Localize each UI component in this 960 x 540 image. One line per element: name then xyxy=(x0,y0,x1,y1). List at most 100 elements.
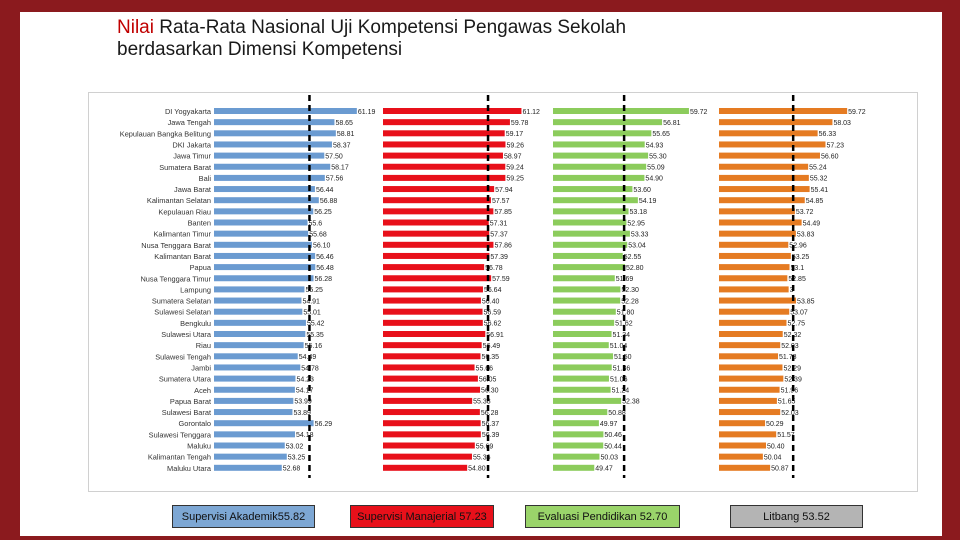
data-label: 58.65 xyxy=(335,120,353,127)
category-label: Banten xyxy=(188,219,211,228)
bar xyxy=(719,241,789,248)
data-label: 57.56 xyxy=(326,176,344,183)
data-label: 54.18 xyxy=(296,432,314,439)
data-label: 53.72 xyxy=(796,209,814,216)
data-label: 57.50 xyxy=(325,153,343,160)
data-label: 61.19 xyxy=(358,109,376,116)
data-label: 52.80 xyxy=(626,265,644,272)
category-label: DI Yogyakarta xyxy=(165,107,212,116)
bar xyxy=(383,163,506,170)
data-label: 55.38 xyxy=(473,399,491,406)
data-label: 51.65 xyxy=(778,399,796,406)
bar xyxy=(719,297,797,304)
bar xyxy=(214,286,305,293)
bar xyxy=(553,386,611,393)
data-label: 57.59 xyxy=(492,276,510,283)
data-label: 51.50 xyxy=(614,354,632,361)
bar xyxy=(553,241,628,248)
bar xyxy=(719,431,777,438)
bar xyxy=(383,286,483,293)
bar xyxy=(719,108,848,114)
legend-box-supervisi-akademik: Supervisi Akademik55.82 xyxy=(172,505,315,528)
bar xyxy=(383,230,490,237)
bar xyxy=(719,130,818,137)
bar xyxy=(383,252,490,259)
data-label: 52.30 xyxy=(621,287,639,294)
category-label: Maluku xyxy=(187,442,211,451)
bar xyxy=(383,409,480,416)
bar xyxy=(719,119,833,126)
data-label: 52.75 xyxy=(787,321,805,328)
data-label: 56.33 xyxy=(819,131,837,138)
data-label: 51.24 xyxy=(612,388,630,395)
category-label: Jawa Barat xyxy=(174,185,211,194)
data-label: 59.24 xyxy=(506,165,524,172)
bar xyxy=(719,141,826,148)
data-label: 52.28 xyxy=(621,298,639,305)
bar xyxy=(214,319,306,326)
data-label: 54.49 xyxy=(299,354,317,361)
category-label: Nusa Tenggara Timur xyxy=(140,274,211,283)
bar xyxy=(383,241,494,248)
category-label: Kalimantan Tengah xyxy=(148,453,211,462)
data-label: 55.69 xyxy=(476,443,494,450)
category-label: Riau xyxy=(196,341,211,350)
bar xyxy=(214,342,304,349)
data-label: 57.85 xyxy=(494,209,512,216)
bar xyxy=(214,297,302,304)
data-label: 50.46 xyxy=(604,432,622,439)
data-label: 49.47 xyxy=(595,466,613,473)
bar xyxy=(553,297,621,304)
bar xyxy=(553,464,595,471)
bar xyxy=(719,174,809,181)
data-label: 56.28 xyxy=(481,410,499,417)
data-label: 56.37 xyxy=(482,421,500,428)
bar xyxy=(383,420,481,427)
data-label: 54.80 xyxy=(468,466,486,473)
bar xyxy=(214,464,282,471)
data-label: 55.6 xyxy=(309,220,323,227)
bar xyxy=(719,275,788,282)
data-label: 54.90 xyxy=(645,176,663,183)
slide: Nilai Rata-Rata Nasional Uji Kompetensi … xyxy=(20,12,942,536)
data-label: 55.65 xyxy=(652,131,670,138)
data-label: 56.88 xyxy=(320,198,338,205)
category-label: Nusa Tenggara Barat xyxy=(141,241,211,250)
data-label: 54.23 xyxy=(296,376,314,383)
legend-box-litbang: Litbang 53.52 xyxy=(730,505,863,528)
page-title: Nilai Rata-Rata Nasional Uji Kompetensi … xyxy=(117,17,626,61)
data-label: 56.29 xyxy=(315,421,333,428)
bar xyxy=(383,431,481,438)
bar xyxy=(719,219,802,226)
data-label: 53.04 xyxy=(628,243,646,250)
bar xyxy=(214,119,335,126)
category-label: Sulawesi Utara xyxy=(161,330,212,339)
bar xyxy=(553,197,638,204)
bar xyxy=(383,397,473,404)
category-label: Lampung xyxy=(180,285,211,294)
data-label: 53.85 xyxy=(797,298,815,305)
bar xyxy=(383,174,506,181)
data-label: 57.57 xyxy=(492,198,510,205)
data-label: 56.40 xyxy=(482,298,500,305)
category-label: Sulawesi Tengah xyxy=(155,352,211,361)
data-label: 57.94 xyxy=(495,187,513,194)
bar xyxy=(553,119,663,126)
bar xyxy=(214,141,332,148)
data-label: 59.72 xyxy=(848,109,866,116)
category-label: Kepulauan Bangka Belitung xyxy=(120,129,211,138)
data-label: 53.89 xyxy=(293,410,311,417)
category-label: Sumatera Selatan xyxy=(152,297,211,306)
bar xyxy=(383,331,486,337)
bar xyxy=(553,442,604,449)
data-label: 57.39 xyxy=(490,254,508,261)
bar xyxy=(553,319,615,326)
bar xyxy=(553,342,609,349)
bar xyxy=(719,252,791,259)
category-label: Kalimantan Timur xyxy=(153,230,211,239)
data-label: 55.41 xyxy=(811,187,829,194)
bar xyxy=(719,442,767,449)
category-label: Papua xyxy=(190,263,212,272)
data-label: 49.97 xyxy=(600,421,618,428)
data-label: 57.86 xyxy=(494,243,512,250)
